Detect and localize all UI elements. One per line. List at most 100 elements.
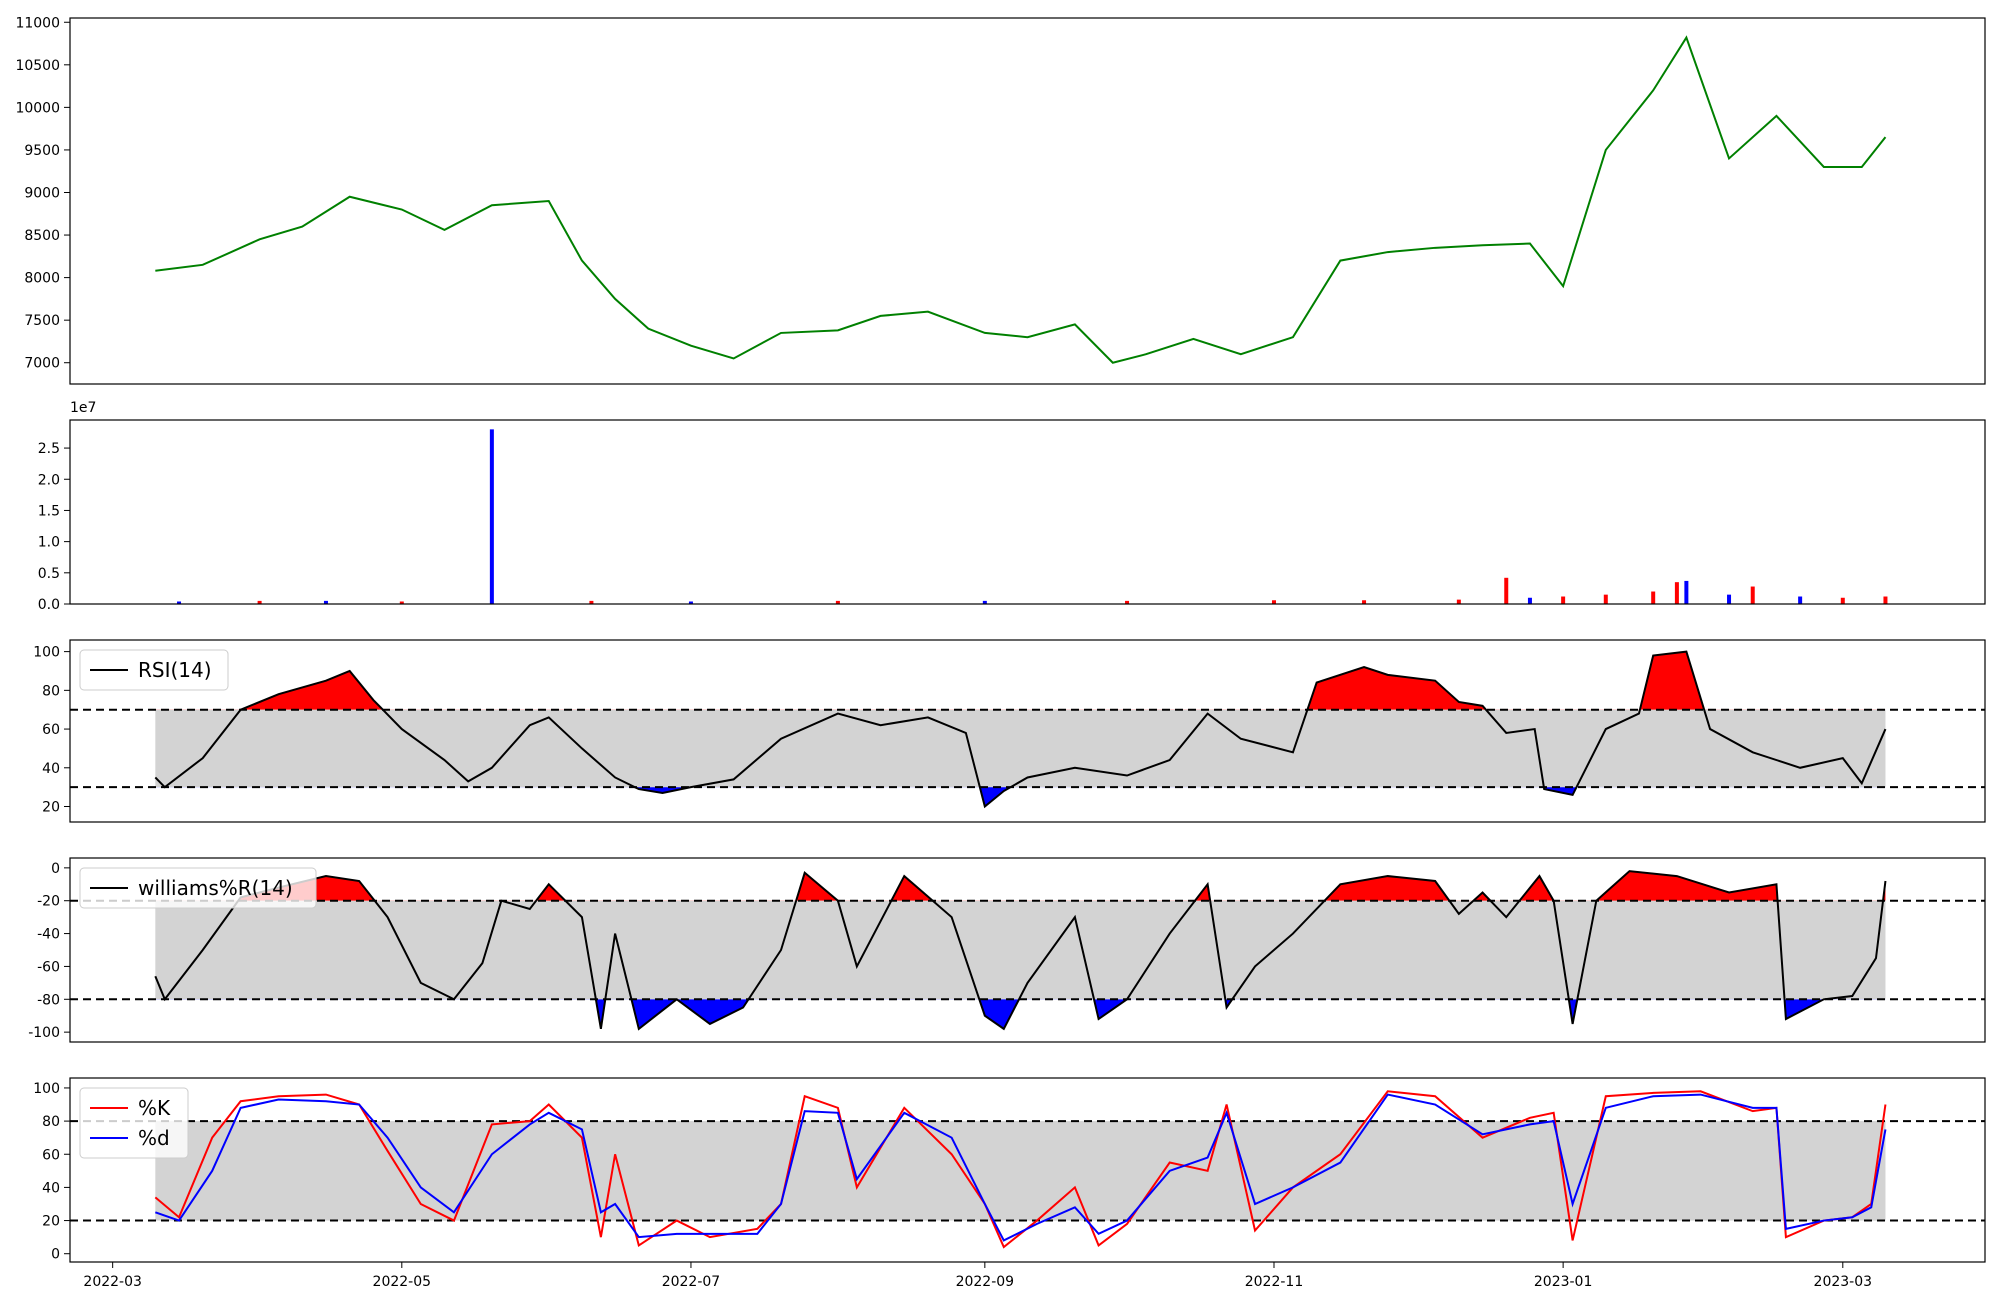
y-tick-label-price: 7000 bbox=[24, 356, 60, 372]
axes-frame-price bbox=[69, 17, 1986, 385]
legend-label-stochastic: %d bbox=[138, 1126, 170, 1150]
volume-bar bbox=[177, 601, 182, 604]
y-tick-label-stochastic: 40 bbox=[42, 1180, 60, 1196]
volume-bar bbox=[1727, 594, 1732, 604]
panel-price: 7000 7500 8000 8500 9000 9500 10000 10500 11000 bbox=[15, 15, 1986, 385]
y-tick-label-volume: 2.5 bbox=[38, 441, 60, 457]
volume-bar bbox=[1561, 596, 1566, 604]
axes-frame-volume bbox=[69, 419, 1986, 605]
volume-bar bbox=[1674, 582, 1679, 604]
volume-bar bbox=[835, 600, 840, 604]
y-tick-label-price: 9500 bbox=[24, 143, 60, 159]
volume-bar bbox=[1362, 600, 1367, 604]
volume-bar bbox=[1603, 594, 1608, 604]
volume-bar bbox=[1527, 597, 1532, 604]
volume-bar bbox=[1271, 600, 1276, 604]
band-fill-williams bbox=[155, 900, 1886, 1000]
overbought-fill-williams bbox=[238, 871, 1886, 901]
volume-bar bbox=[323, 600, 328, 604]
legend-rsi: RSI(14) bbox=[79, 649, 229, 691]
y-tick-label-stochastic: 80 bbox=[42, 1114, 60, 1130]
axis-offset-label: 1e7 bbox=[70, 400, 96, 416]
y-tick-label-stochastic: 100 bbox=[33, 1081, 60, 1097]
legend-williams: williams%R(14) bbox=[79, 867, 317, 909]
volume-bar bbox=[1504, 577, 1509, 604]
volume-bar bbox=[257, 600, 262, 604]
y-tick-label-price: 11000 bbox=[15, 15, 60, 31]
volume-bar bbox=[1798, 596, 1803, 604]
x-tick-label: 2022-07 bbox=[662, 1274, 721, 1290]
volume-bar bbox=[982, 600, 987, 604]
volume-bar bbox=[688, 601, 693, 604]
y-tick-label-williams: -20 bbox=[37, 894, 60, 910]
y-tick-label-rsi: 60 bbox=[42, 722, 60, 738]
x-tick-label: 2023-01 bbox=[1534, 1274, 1593, 1290]
band-fill-rsi bbox=[155, 709, 1886, 788]
legend-label-stochastic: %K bbox=[138, 1096, 171, 1120]
volume-bar bbox=[489, 429, 494, 604]
axes-frame-williams bbox=[69, 857, 1986, 1043]
y-tick-label-price: 7500 bbox=[24, 313, 60, 329]
plot-area-price bbox=[155, 35, 1887, 364]
volume-bar bbox=[1456, 599, 1461, 604]
plot-area-volume bbox=[177, 429, 1888, 604]
y-tick-label-williams: -40 bbox=[37, 927, 60, 943]
panel-volume: 0.0 0.5 1.0 1.5 2.0 2.5 1e7 bbox=[38, 400, 1986, 613]
y-tick-label-williams: -60 bbox=[37, 959, 60, 975]
plot-area-williams bbox=[70, 870, 1985, 1031]
legend-label-rsi: RSI(14) bbox=[138, 658, 212, 682]
y-tick-label-stochastic: 20 bbox=[42, 1214, 60, 1230]
volume-bar bbox=[399, 601, 404, 604]
plot-area-rsi bbox=[70, 650, 1985, 809]
axes-frame-stochastic bbox=[69, 1077, 1986, 1263]
y-tick-label-volume: 2.0 bbox=[38, 472, 60, 488]
panel-williams: 0 -20 -40 -60 -80 -100 williams%R(14) bbox=[28, 857, 1986, 1043]
legend-stochastic: %K %d bbox=[79, 1087, 189, 1159]
y-tick-label-volume: 1.5 bbox=[38, 503, 60, 519]
series-line-rsi bbox=[154, 650, 1887, 809]
y-tick-label-williams: -80 bbox=[37, 992, 60, 1008]
overbought-fill-rsi bbox=[240, 651, 1705, 710]
legend-box-williams bbox=[79, 867, 317, 909]
y-tick-label-stochastic: 60 bbox=[42, 1147, 60, 1163]
legend-box-stochastic bbox=[79, 1087, 189, 1159]
x-tick-label: 2022-11 bbox=[1245, 1274, 1304, 1290]
x-tick-label: 2023-03 bbox=[1814, 1274, 1873, 1290]
y-tick-label-rsi: 40 bbox=[42, 761, 60, 777]
axes-frame-rsi bbox=[69, 639, 1986, 823]
series-line-stochastic-0 bbox=[154, 1090, 1887, 1249]
x-tick-label: 2022-03 bbox=[83, 1274, 142, 1290]
series-line-williams bbox=[154, 870, 1887, 1031]
y-tick-label-williams: -100 bbox=[28, 1025, 60, 1041]
y-tick-label-stochastic: 0 bbox=[51, 1247, 60, 1263]
series-line-stochastic-1 bbox=[154, 1093, 1887, 1242]
y-tick-label-price: 8500 bbox=[24, 228, 60, 244]
series-line-price bbox=[155, 35, 1887, 364]
legend-label-williams: williams%R(14) bbox=[138, 876, 293, 900]
volume-bar bbox=[1840, 597, 1845, 604]
volume-bar bbox=[1125, 600, 1130, 604]
y-tick-label-volume: 1.0 bbox=[38, 535, 60, 551]
y-tick-label-rsi: 100 bbox=[33, 645, 60, 661]
volume-bar bbox=[589, 600, 594, 604]
panel-stochastic: 0 20 40 60 80 100 %K %d bbox=[33, 1077, 1986, 1263]
panel-rsi: 20 40 60 80 100 RSI(14) bbox=[33, 639, 1986, 823]
y-tick-label-rsi: 20 bbox=[42, 800, 60, 816]
y-tick-label-volume: 0.5 bbox=[38, 566, 60, 582]
volume-bar bbox=[1684, 580, 1689, 604]
y-tick-label-price: 10500 bbox=[15, 58, 60, 74]
y-tick-label-volume: 0.0 bbox=[38, 597, 60, 613]
volume-bar bbox=[1750, 586, 1755, 604]
plot-area-stochastic bbox=[70, 1090, 1985, 1249]
y-tick-label-price: 8000 bbox=[24, 271, 60, 287]
x-tick-label: 2022-05 bbox=[373, 1274, 432, 1290]
y-tick-label-price: 9000 bbox=[24, 185, 60, 201]
y-tick-label-price: 10000 bbox=[15, 100, 60, 116]
band-fill-stochastic bbox=[155, 1121, 1886, 1221]
y-tick-label-williams: 0 bbox=[51, 861, 60, 877]
legend-box-rsi bbox=[79, 649, 229, 691]
volume-bar bbox=[1883, 596, 1888, 604]
volume-bar bbox=[1651, 591, 1656, 604]
